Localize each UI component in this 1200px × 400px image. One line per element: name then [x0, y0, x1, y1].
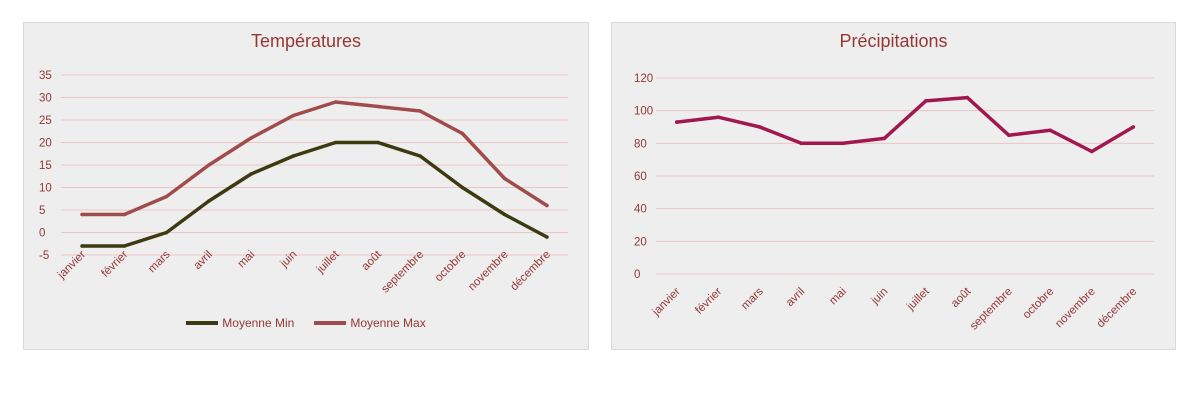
- precip-data-point: [882, 136, 887, 141]
- precip-x-tick-label: mars: [739, 285, 766, 312]
- temp-y-tick-label: 15: [39, 160, 52, 172]
- precip-x-tick-label: novembre: [1053, 286, 1098, 331]
- temp-data-point: [418, 154, 422, 158]
- precip-x-tick-label: janvier: [650, 286, 683, 319]
- temp-y-tick-label: 35: [39, 70, 52, 82]
- temp-x-tick-label: août: [360, 248, 385, 273]
- precip-y-tick-label: 40: [634, 204, 647, 216]
- temperature-chart-title: Températures: [250, 31, 362, 51]
- precip-data-point: [716, 115, 721, 119]
- temp-data-point: [376, 140, 380, 145]
- temperature-plot-area: -5 0 5 10 15 20 25 30 35 janvier février mars avril m…: [39, 70, 568, 296]
- precip-x-tick-label: avril: [784, 286, 807, 309]
- legend-label-max: Moyenne Max: [350, 316, 426, 330]
- precip-data-point: [1048, 128, 1053, 133]
- temp-y-tick-label: -5: [39, 250, 49, 262]
- precip-x-tick-label: octobre: [1021, 286, 1057, 322]
- temp-data-point: [122, 244, 127, 248]
- precip-y-tick-label: 0: [634, 269, 640, 281]
- precipitation-chart-title: Précipitations: [839, 31, 948, 51]
- temp-data-point: [545, 203, 549, 208]
- temp-x-tick-label: octobre: [433, 249, 469, 285]
- temp-data-point: [164, 194, 169, 199]
- temp-data-point: [249, 136, 253, 140]
- temp-y-tick-label: 30: [39, 93, 52, 105]
- temp-data-point: [502, 176, 507, 181]
- temp-data-point: [207, 163, 211, 167]
- temperature-legend: Moyenne Min Moyenne Max: [24, 316, 588, 330]
- temp-data-point: [333, 100, 338, 104]
- temp-data-point: [249, 172, 253, 176]
- temp-x-tick-label: avril: [192, 249, 215, 272]
- precip-x-tick-label: juillet: [904, 285, 932, 313]
- precip-data-point: [923, 99, 928, 103]
- precip-x-tick-label: mai: [827, 286, 849, 308]
- precip-y-tick-label: 20: [634, 236, 647, 248]
- precip-y-tick-label: 60: [634, 171, 647, 183]
- temp-data-point: [502, 212, 507, 217]
- temp-x-tick-label: janvier: [55, 249, 88, 282]
- temp-x-tick-label: février: [99, 249, 130, 280]
- precip-data-point: [1089, 149, 1094, 154]
- temp-y-tick-label: 0: [39, 228, 45, 240]
- temp-data-point: [291, 154, 296, 158]
- precip-data-point: [757, 125, 762, 129]
- precip-data-point: [799, 141, 804, 146]
- temp-data-point: [122, 212, 127, 217]
- precip-y-tick-label: 120: [634, 73, 653, 85]
- temp-data-point: [164, 230, 169, 235]
- temp-data-point: [80, 244, 84, 248]
- temp-data-point: [460, 185, 465, 190]
- temp-data-point: [545, 235, 549, 239]
- precip-x-tick-label: décembre: [1095, 286, 1140, 331]
- precip-data-point: [1006, 133, 1011, 137]
- temp-x-tick-label: mai: [236, 249, 258, 271]
- legend-item-min: Moyenne Min: [186, 316, 294, 330]
- temp-y-tick-label: 10: [39, 183, 52, 195]
- precip-x-tick-label: août: [949, 285, 974, 310]
- precipitation-chart: Précipitations 0 20 40 60 80 100 120 janvier fév…: [611, 22, 1176, 350]
- temp-data-point: [207, 199, 211, 203]
- temp-y-tick-label: 25: [39, 115, 52, 127]
- precip-data-point: [674, 120, 679, 124]
- temp-data-point: [460, 131, 465, 136]
- temp-x-tick-label: septembre: [379, 249, 426, 296]
- temp-data-point: [80, 212, 84, 217]
- temp-data-point: [333, 140, 338, 145]
- precip-y-tick-label: 100: [634, 106, 653, 118]
- temp-data-point: [291, 113, 296, 118]
- precip-x-tick-label: février: [693, 286, 724, 317]
- temp-data-point: [418, 109, 422, 113]
- precipitation-plot-area: 0 20 40 60 80 100 120 janvier février mars avril ma…: [634, 73, 1154, 333]
- precip-y-tick-label: 80: [634, 138, 647, 150]
- precip-data-point: [1131, 125, 1136, 129]
- precip-x-tick-label: septembre: [968, 286, 1015, 333]
- temperature-chart: Températures -5 0 5 10 15 20 25 30 35 janvier févr…: [23, 22, 589, 350]
- legend-item-max: Moyenne Max: [314, 316, 426, 330]
- temp-x-tick-label: juillet: [314, 248, 342, 276]
- precip-data-point: [965, 95, 970, 100]
- legend-swatch-min: [186, 321, 219, 325]
- temp-x-tick-label: juin: [278, 249, 300, 271]
- temp-data-point: [376, 104, 380, 109]
- legend-label-min: Moyenne Min: [222, 316, 295, 330]
- temp-x-tick-label: mars: [146, 248, 173, 275]
- temp-y-tick-label: 5: [39, 205, 45, 217]
- precip-series-line-0: [675, 95, 1136, 154]
- temp-series-line-1: [80, 100, 549, 217]
- temp-y-tick-label: 20: [39, 138, 52, 150]
- temp-series-line-0: [80, 140, 549, 248]
- precip-data-point: [840, 141, 845, 146]
- precip-x-tick-label: juin: [869, 286, 891, 308]
- legend-swatch-max: [314, 321, 347, 325]
